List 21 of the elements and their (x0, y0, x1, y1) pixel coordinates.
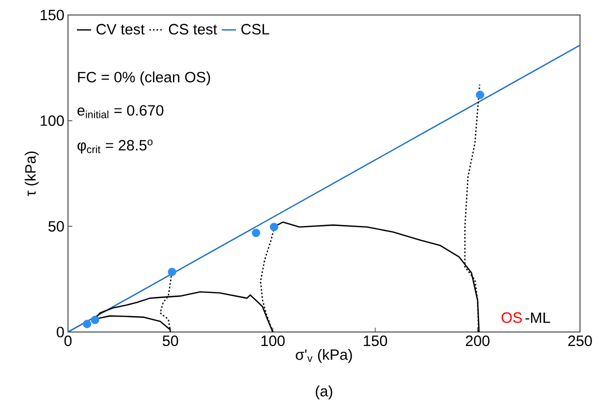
legend-label: CS test (168, 24, 218, 35)
annotation: -ML (526, 312, 550, 323)
annotation: e$_{initial}$ = 0.670 (78, 105, 164, 118)
x-tick-label: 150 (364, 336, 388, 346)
x-tick-label: 0 (64, 336, 72, 346)
annotation: FC = 0% (clean OS) (78, 71, 210, 86)
text: (a) (316, 386, 332, 400)
annotation: OS (502, 312, 522, 323)
y-axis-title: τ (kPa) (24, 152, 39, 196)
y-tick-label: 50 (48, 221, 64, 232)
y-tick-label: 150 (40, 10, 64, 20)
x-tick-label: 50 (162, 336, 178, 346)
legend-label: CV test (96, 24, 145, 35)
x-tick-label: 250 (568, 336, 592, 346)
annotation: φ$_{crit}$ = 28.5$^{o}$ (78, 140, 152, 154)
x-axis-title: σ'$_{v}$ (kPa) (296, 348, 352, 363)
x-tick-label: 200 (466, 336, 490, 346)
x-tick-label: 100 (261, 336, 285, 346)
y-tick-label: 100 (40, 115, 64, 126)
legend-label: CSL (241, 24, 270, 35)
y-tick-label: 0 (56, 326, 64, 338)
